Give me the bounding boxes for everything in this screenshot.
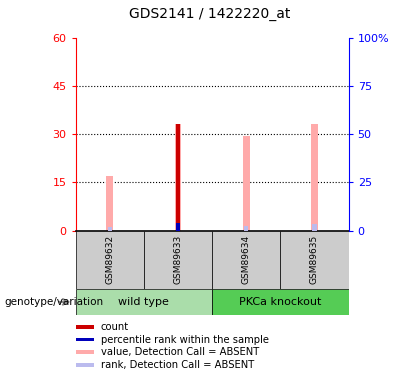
Bar xyxy=(76,325,94,329)
Text: GSM89632: GSM89632 xyxy=(105,235,114,284)
Bar xyxy=(76,338,94,341)
Text: rank, Detection Call = ABSENT: rank, Detection Call = ABSENT xyxy=(101,360,254,370)
Bar xyxy=(311,124,318,231)
Bar xyxy=(76,363,94,367)
Bar xyxy=(144,231,212,289)
Bar xyxy=(175,124,181,231)
Bar xyxy=(244,226,248,231)
Text: PKCa knockout: PKCa knockout xyxy=(239,297,322,307)
Text: wild type: wild type xyxy=(118,297,169,307)
Bar xyxy=(312,224,317,231)
Bar xyxy=(76,351,94,354)
Text: count: count xyxy=(101,322,129,332)
Text: percentile rank within the sample: percentile rank within the sample xyxy=(101,334,269,345)
Bar xyxy=(176,124,180,231)
Text: genotype/variation: genotype/variation xyxy=(4,297,103,307)
Text: GSM89634: GSM89634 xyxy=(242,235,251,284)
Bar xyxy=(106,176,113,231)
Text: GSM89633: GSM89633 xyxy=(173,235,182,284)
Bar xyxy=(176,223,180,231)
Text: GSM89635: GSM89635 xyxy=(310,235,319,284)
Bar xyxy=(243,136,249,231)
Bar xyxy=(176,226,180,231)
Bar xyxy=(108,227,112,231)
Bar xyxy=(76,289,212,315)
Bar xyxy=(281,231,349,289)
Bar xyxy=(76,231,144,289)
Bar xyxy=(212,231,281,289)
Text: value, Detection Call = ABSENT: value, Detection Call = ABSENT xyxy=(101,347,259,357)
Bar xyxy=(212,289,349,315)
Text: GDS2141 / 1422220_at: GDS2141 / 1422220_at xyxy=(129,7,291,21)
